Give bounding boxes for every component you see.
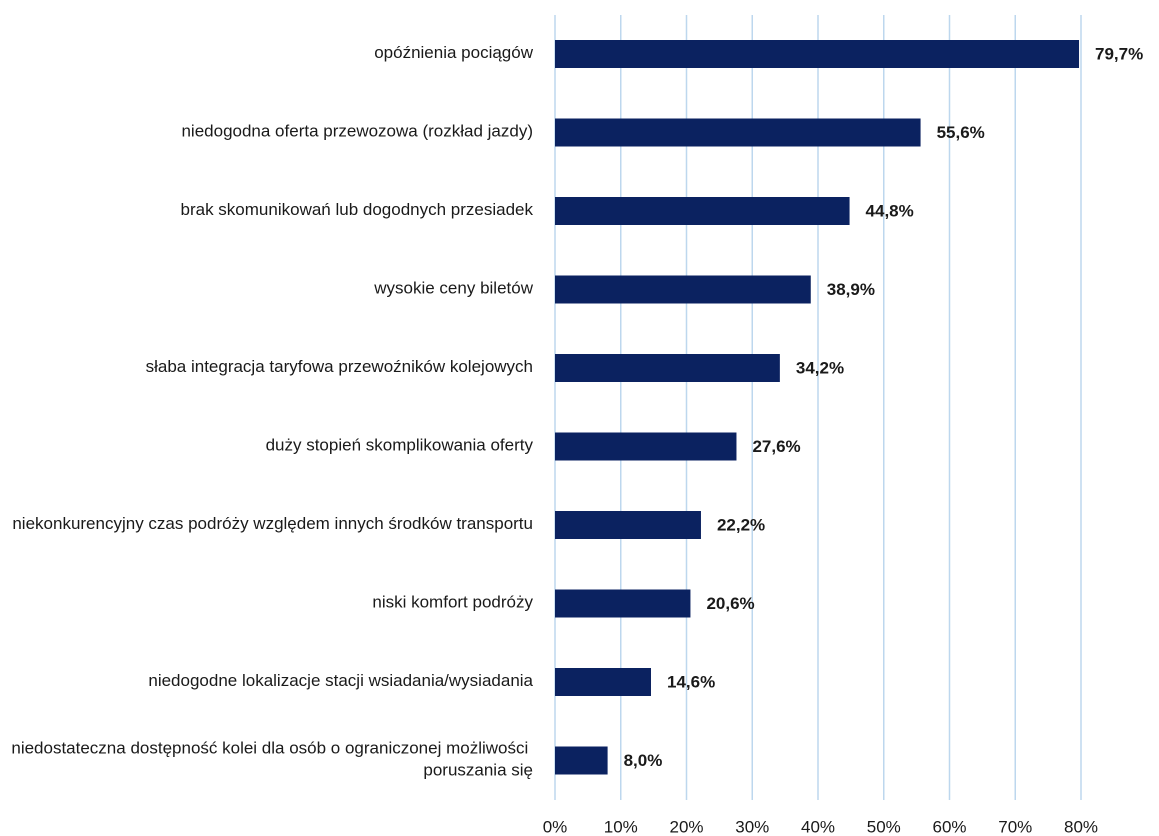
bar	[555, 354, 780, 382]
value-label: 34,2%	[796, 358, 844, 377]
bar	[555, 118, 921, 147]
x-tick-label: 40%	[801, 817, 835, 836]
value-label: 44,8%	[866, 201, 914, 220]
bar	[555, 275, 811, 304]
value-label: 79,7%	[1095, 44, 1143, 63]
category-label: brak skomunikowań lub dogodnych przesiad…	[181, 200, 534, 219]
x-tick-label: 10%	[604, 817, 638, 836]
value-label: 20,6%	[706, 594, 754, 613]
bar	[555, 668, 651, 696]
category-label: opóźnienia pociągów	[374, 43, 534, 62]
category-label: duży stopień skomplikowania oferty	[266, 436, 534, 455]
x-tick-label: 20%	[669, 817, 703, 836]
bar	[555, 746, 608, 775]
value-label: 55,6%	[937, 123, 985, 142]
category-label: niedogodna oferta przewozowa (rozkład ja…	[181, 122, 533, 141]
bar	[555, 511, 701, 539]
category-label: niekonkurencyjny czas podróży względem i…	[12, 514, 533, 533]
x-tick-label: 60%	[932, 817, 966, 836]
category-label: słaba integracja taryfowa przewoźników k…	[146, 357, 533, 376]
x-tick-label: 50%	[867, 817, 901, 836]
x-tick-label: 70%	[998, 817, 1032, 836]
value-label: 22,2%	[717, 515, 765, 534]
category-label: niedostateczna dostępność kolei dla osób…	[11, 739, 533, 780]
value-label: 27,6%	[752, 437, 800, 456]
value-label: 8,0%	[624, 751, 663, 770]
bar	[555, 432, 737, 461]
bar	[555, 197, 850, 225]
x-tick-label: 30%	[735, 817, 769, 836]
bar	[555, 589, 691, 618]
value-label: 14,6%	[667, 672, 715, 691]
bar	[555, 40, 1080, 68]
category-label: wysokie ceny biletów	[373, 279, 533, 298]
x-tick-label: 0%	[543, 817, 568, 836]
value-label: 38,9%	[827, 280, 875, 299]
x-tick-label: 80%	[1064, 817, 1098, 836]
category-label: niski komfort podróży	[372, 593, 533, 612]
category-label: niedogodne lokalizacje stacji wsiadania/…	[148, 671, 533, 690]
